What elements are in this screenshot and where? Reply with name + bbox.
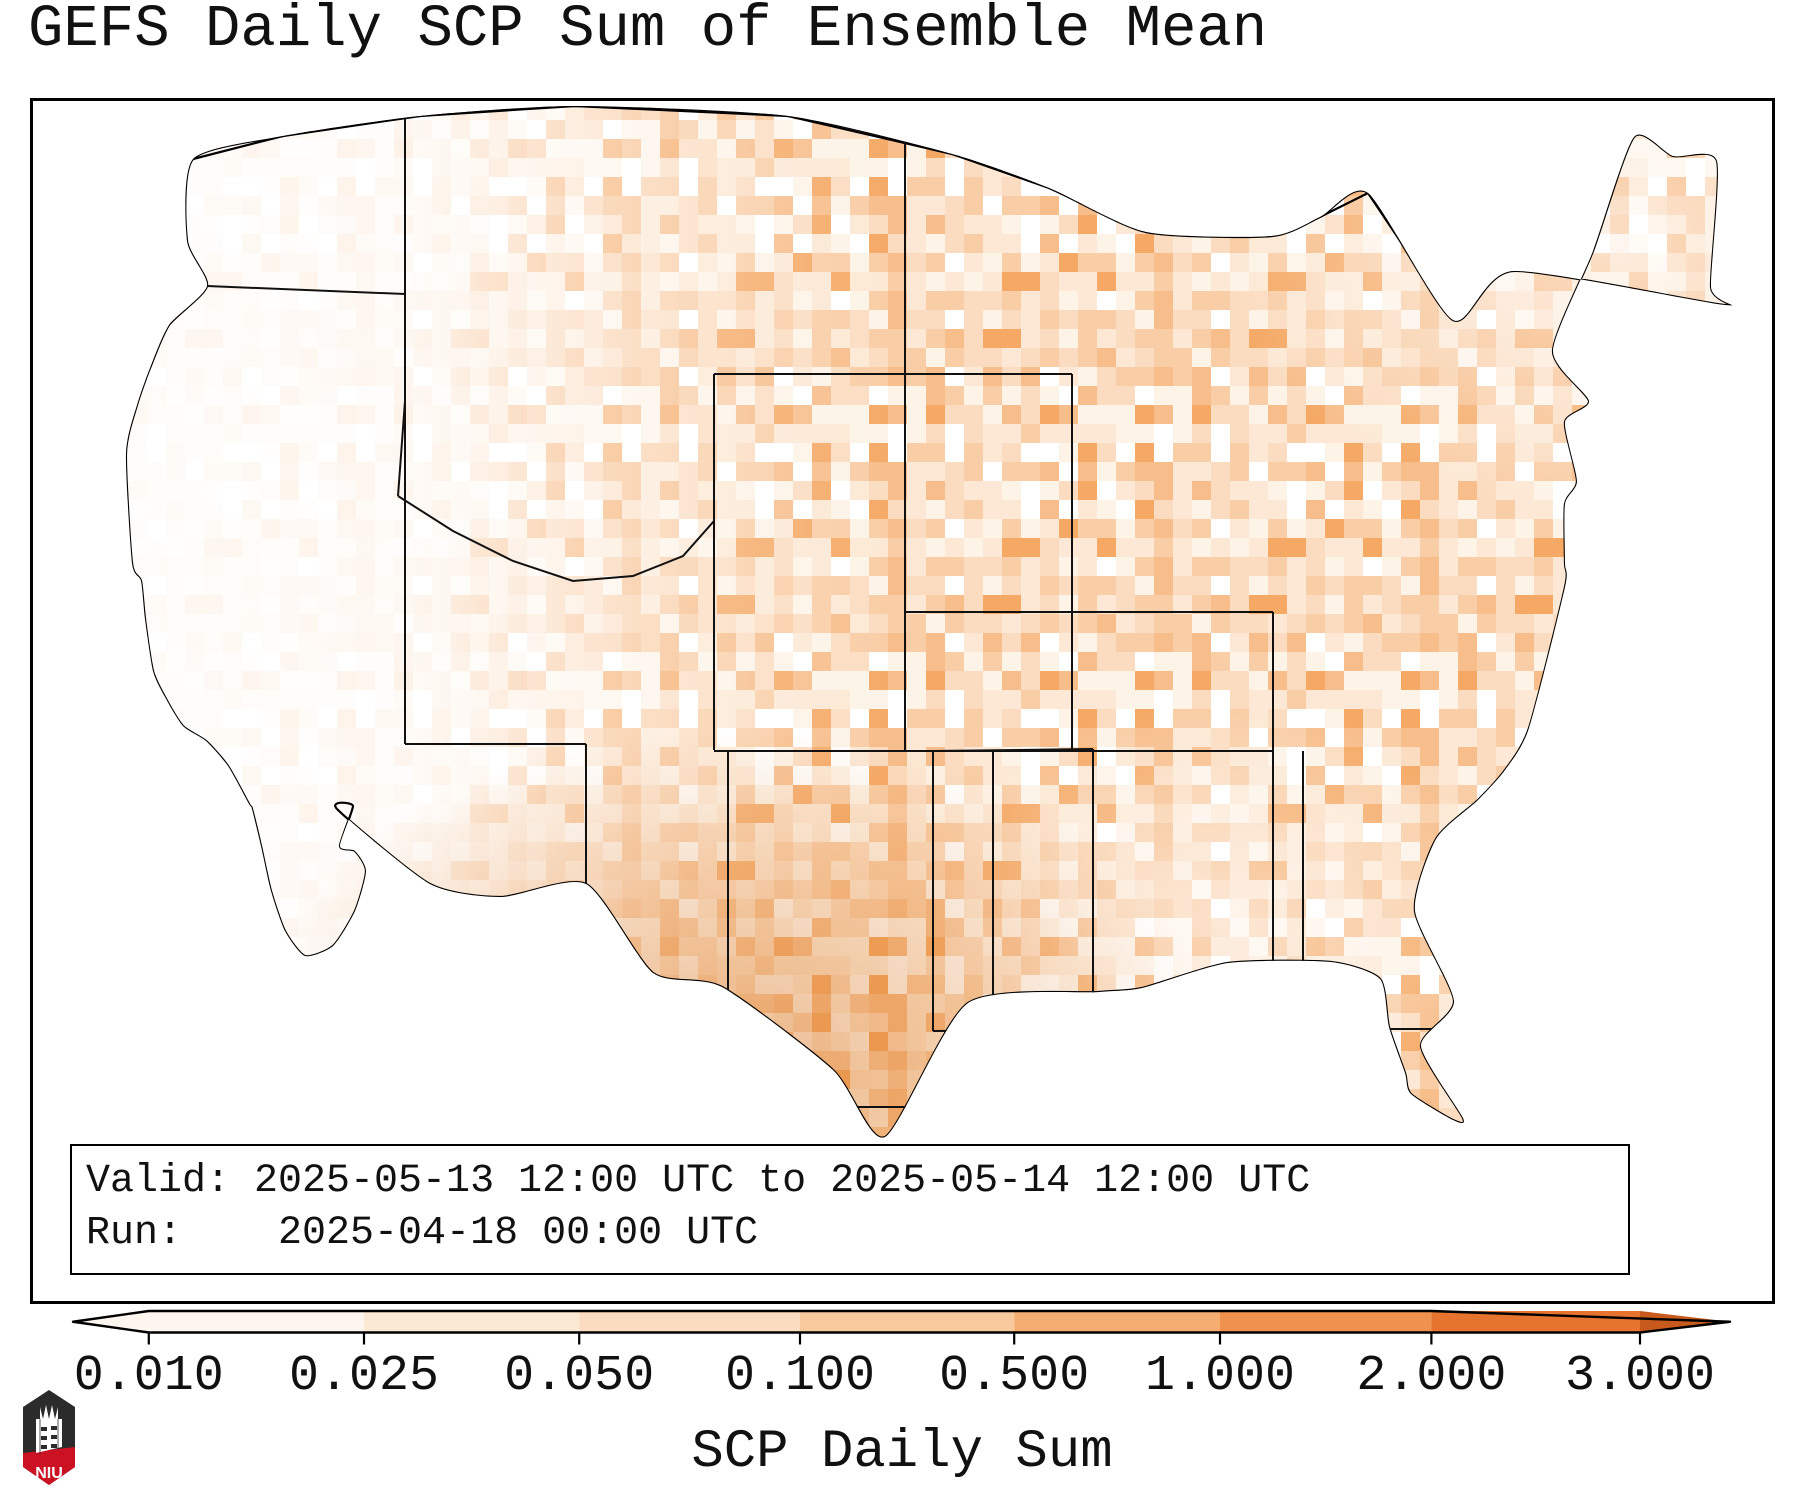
svg-text:NIU: NIU: [35, 1465, 63, 1482]
